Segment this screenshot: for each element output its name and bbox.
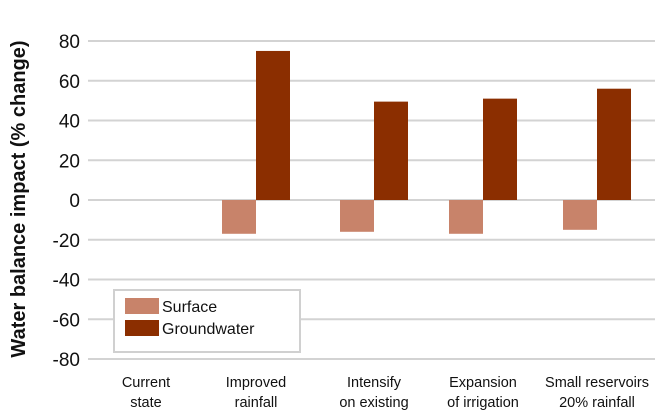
bar-groundwater-4 (597, 88, 631, 200)
bar-groundwater-2 (374, 101, 408, 200)
category-label: Intensify (347, 375, 402, 391)
bar-groundwater-1 (256, 50, 290, 200)
category-label: Improved (226, 375, 286, 391)
y-tick-label: -20 (53, 231, 80, 252)
category-label: state (130, 395, 161, 411)
category-label: rainfall (235, 395, 278, 411)
category-label: 20% rainfall (559, 395, 635, 411)
legend-label-groundwater: Groundwater (162, 321, 255, 338)
bar-surface-1 (222, 200, 256, 234)
legend: Surface Groundwater (113, 289, 301, 353)
bar-groundwater-3 (483, 98, 517, 200)
y-tick-label: 20 (59, 151, 80, 172)
category-label: Small reservoirs (545, 375, 649, 391)
category-label: on existing (339, 395, 408, 411)
bars (222, 50, 631, 234)
y-axis-label: Water balance impact (% change) (8, 40, 30, 357)
y-tick-label: 80 (59, 32, 80, 53)
y-tick-label: -60 (53, 310, 80, 331)
y-tick-label: 0 (69, 191, 80, 212)
y-tick-label: -80 (53, 350, 80, 371)
bar-surface-3 (449, 200, 483, 234)
category-label: Current (122, 375, 170, 391)
y-tick-label: -40 (53, 271, 80, 292)
y-axis-tick-labels: 80 60 40 20 0 -20 -40 -60 -80 (53, 32, 80, 371)
x-axis-category-labels: Current state Improved rainfall Intensify on … (122, 375, 649, 411)
category-label: Expansion (449, 375, 517, 391)
legend-swatch-groundwater (125, 320, 159, 336)
legend-label-surface: Surface (162, 299, 217, 316)
y-tick-label: 40 (59, 112, 80, 133)
legend-swatch-surface (125, 298, 159, 314)
category-label: of irrigation (447, 395, 519, 411)
y-tick-label: 60 (59, 72, 80, 93)
bar-surface-2 (340, 200, 374, 232)
bar-surface-4 (563, 200, 597, 230)
